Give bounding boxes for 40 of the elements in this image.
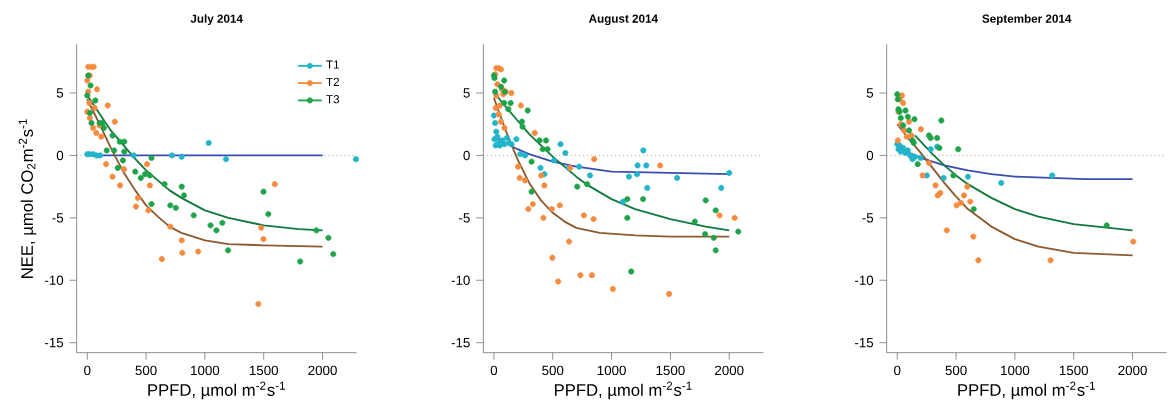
y-tick-label: -5 xyxy=(52,213,64,223)
x-tick-label: 500 xyxy=(135,365,157,376)
x-tick-label: 2000 xyxy=(308,365,337,376)
x-axis-title: PPFD, µmol m$^{-2}$s$^{-1}$ xyxy=(148,381,285,400)
x-tick-label: 2000 xyxy=(1118,365,1147,376)
x-tick-label: 0 xyxy=(84,365,91,376)
x-tick-label: 1500 xyxy=(249,365,279,376)
y-tick-label: -5 xyxy=(862,213,874,223)
legend-label: T1 xyxy=(326,60,340,69)
x-tick-label: 1000 xyxy=(191,365,220,376)
y-tick-label: -15 xyxy=(451,338,470,348)
y-tick-label: -10 xyxy=(451,275,470,285)
x-tick-label: 500 xyxy=(945,365,967,376)
y-tick-label: 0 xyxy=(56,150,64,161)
x-tick-label: 0 xyxy=(490,365,498,376)
legend-label: T2 xyxy=(326,77,340,86)
y-tick-label: -15 xyxy=(45,338,64,348)
y-tick-label: -10 xyxy=(855,275,874,285)
x-tick-label: 0 xyxy=(894,365,901,376)
x-axis-title: PPFD, µmol m$^{-2}$s$^{-1}$ xyxy=(554,381,692,400)
x-tick-label: 1500 xyxy=(1059,365,1089,376)
legend-label: T3 xyxy=(326,95,340,104)
y-tick-label: -5 xyxy=(459,213,470,223)
y-axis-title: NEE, µmol CO$_{2}$m$^{-2}$s$^{-1}$ xyxy=(18,119,37,278)
x-tick-label: 1000 xyxy=(1001,365,1030,376)
y-tick-label: 5 xyxy=(463,88,470,98)
x-tick-label: 500 xyxy=(542,365,564,376)
x-tick-label: 1500 xyxy=(656,365,685,376)
chart-title: August 2014 xyxy=(588,14,658,26)
chart-title: July 2014 xyxy=(190,14,243,26)
y-tick-label: 0 xyxy=(463,150,470,161)
y-tick-label: -10 xyxy=(45,275,64,285)
chart-title: September 2014 xyxy=(982,14,1072,26)
y-tick-label: 5 xyxy=(866,88,874,98)
x-tick-label: 1000 xyxy=(597,365,626,376)
y-tick-label: -15 xyxy=(855,338,874,348)
x-axis-title: PPFD, µmol m$^{-2}$s$^{-1}$ xyxy=(958,381,1095,400)
y-tick-label: 5 xyxy=(56,88,64,98)
y-tick-label: 0 xyxy=(866,150,874,161)
x-tick-label: 2000 xyxy=(715,365,744,376)
